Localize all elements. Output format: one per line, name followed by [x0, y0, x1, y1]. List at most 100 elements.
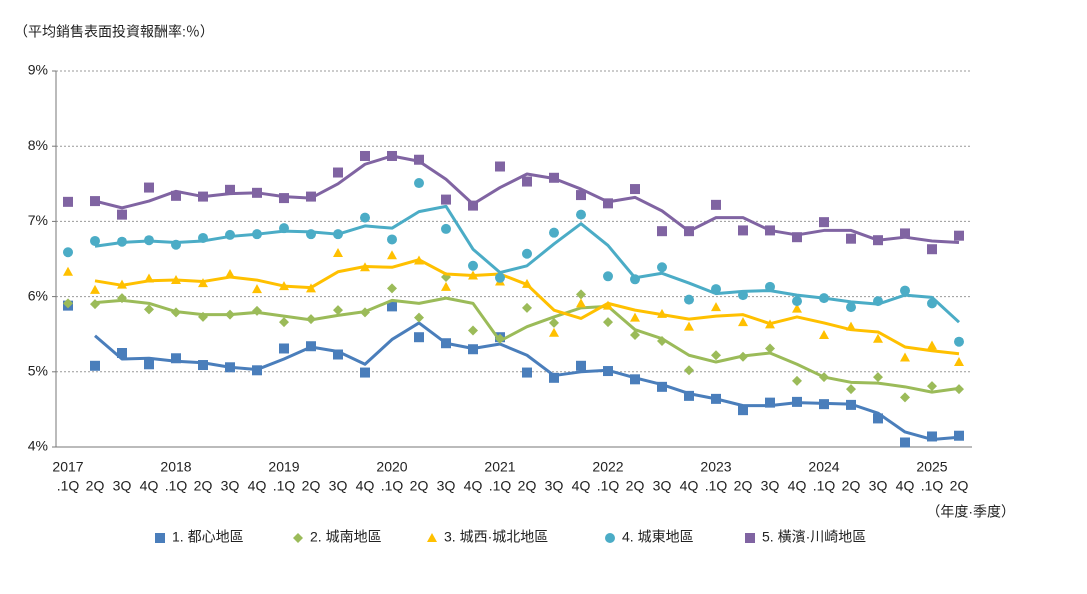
- x-tick-label: 3Q: [113, 478, 132, 494]
- marker: [495, 333, 505, 344]
- marker: [684, 365, 694, 376]
- marker: [333, 167, 343, 178]
- marker: [900, 285, 910, 296]
- marker: [63, 247, 73, 258]
- trend-line: [94, 321, 960, 441]
- marker: [252, 284, 262, 294]
- marker: [117, 209, 127, 220]
- marker: [738, 405, 748, 416]
- marker: [792, 396, 802, 407]
- marker: [468, 260, 478, 271]
- marker: [522, 367, 532, 378]
- marker: [387, 250, 397, 260]
- marker: [630, 374, 640, 385]
- marker: [63, 196, 73, 207]
- marker: [954, 336, 964, 347]
- x-tick-label: .1Q: [813, 478, 836, 494]
- marker: [549, 227, 559, 238]
- trend-line: [94, 204, 961, 324]
- marker: [630, 274, 640, 285]
- legend-marker: [745, 533, 755, 543]
- marker: [225, 309, 235, 320]
- marker: [117, 236, 127, 247]
- marker: [279, 343, 289, 354]
- year-label: 2022: [592, 459, 623, 475]
- marker: [252, 229, 262, 240]
- marker: [225, 184, 235, 195]
- marker: [549, 372, 559, 383]
- y-tick-label: 7%: [28, 212, 48, 228]
- marker: [576, 289, 586, 300]
- marker: [144, 273, 154, 283]
- legend-label: 1. 都心地區: [172, 529, 244, 545]
- marker: [819, 329, 829, 339]
- marker: [873, 296, 883, 307]
- x-tick-label: 4Q: [896, 478, 915, 494]
- marker: [684, 226, 694, 237]
- marker: [846, 233, 856, 244]
- marker: [792, 303, 802, 313]
- marker: [468, 344, 478, 355]
- marker: [873, 413, 883, 424]
- marker: [927, 298, 937, 309]
- x-tick-label: .1Q: [273, 478, 296, 494]
- marker: [657, 226, 667, 237]
- x-tick-label: 3Q: [761, 478, 780, 494]
- marker: [360, 212, 370, 223]
- marker: [711, 393, 721, 404]
- marker: [414, 255, 424, 265]
- y-tick-label: 8%: [28, 137, 48, 153]
- marker: [414, 332, 424, 343]
- marker: [792, 232, 802, 243]
- x-tick-label: 2Q: [734, 478, 753, 494]
- marker: [171, 307, 181, 318]
- x-unit-label: （年度·季度）: [926, 504, 1015, 520]
- x-tick-label: 4Q: [464, 478, 483, 494]
- marker: [846, 302, 856, 313]
- marker: [252, 365, 262, 376]
- marker: [387, 301, 397, 312]
- x-tick-label: .1Q: [57, 478, 80, 494]
- marker: [576, 298, 586, 308]
- year-label: 2024: [808, 459, 839, 475]
- marker: [738, 225, 748, 236]
- marker: [684, 321, 694, 331]
- marker: [819, 399, 829, 410]
- marker: [198, 278, 208, 288]
- marker: [657, 308, 667, 318]
- marker: [144, 235, 154, 246]
- marker: [171, 239, 181, 250]
- marker: [576, 360, 586, 371]
- x-tick-label: 4Q: [788, 478, 807, 494]
- marker: [468, 270, 478, 280]
- marker: [414, 154, 424, 165]
- x-tick-label: 3Q: [545, 478, 564, 494]
- x-tick-label: 4Q: [248, 478, 267, 494]
- marker: [441, 281, 451, 291]
- x-tick-label: 3Q: [221, 478, 240, 494]
- marker: [873, 372, 883, 383]
- marker: [711, 284, 721, 295]
- marker: [198, 311, 208, 322]
- x-tick-label: .1Q: [381, 478, 404, 494]
- year-label: 2021: [484, 459, 515, 475]
- marker: [927, 244, 937, 255]
- marker: [333, 229, 343, 240]
- legend-label: 5. 橫濱·川崎地區: [762, 529, 866, 545]
- legend-label: 2. 城南地區: [310, 529, 382, 545]
- trend-line: [94, 296, 960, 394]
- marker: [414, 178, 424, 189]
- marker: [360, 367, 370, 378]
- marker: [765, 225, 775, 236]
- y-tick-label: 9%: [28, 62, 48, 78]
- marker: [252, 187, 262, 198]
- marker: [954, 430, 964, 441]
- marker: [549, 172, 559, 183]
- x-tick-label: .1Q: [165, 478, 188, 494]
- x-tick-label: 4Q: [680, 478, 699, 494]
- marker: [954, 357, 964, 367]
- marker: [846, 321, 856, 331]
- marker: [468, 200, 478, 211]
- marker: [630, 184, 640, 195]
